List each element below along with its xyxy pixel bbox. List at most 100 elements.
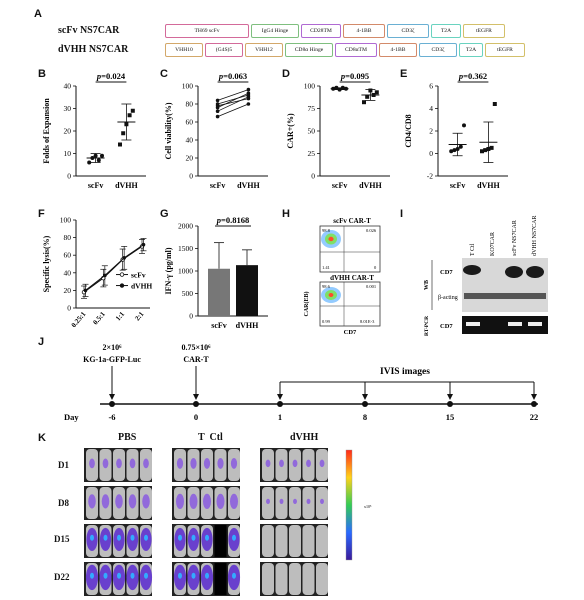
x-tick-label: scFv (210, 181, 226, 190)
ivis-signal (216, 493, 225, 510)
timeline-day-0: 0 (194, 412, 198, 422)
ivis-hotspot (205, 572, 209, 579)
data-point (344, 86, 348, 91)
construct-dvhh-name: dVHH NS7CAR (58, 44, 129, 55)
segment-linker: (G4S)5 (205, 43, 243, 57)
timeline-arrowhead-event1 (109, 394, 115, 400)
blot-method-rtpcr: RT-PCR (424, 315, 430, 336)
ivis-signal (230, 457, 238, 469)
ivis-signal (293, 498, 297, 505)
y-tick-label: 60 (186, 118, 194, 127)
x-tick-label: scFv (88, 181, 104, 190)
data-point (215, 109, 220, 113)
y-tick-label: 100 (182, 82, 194, 91)
data-point (365, 94, 370, 99)
data-point (374, 90, 379, 95)
y-tick-label: 30 (64, 104, 72, 113)
y-tick-label: 0 (189, 172, 193, 181)
y-tick-label: 50 (308, 127, 316, 136)
data-point (83, 288, 88, 293)
y-tick-label: 80 (186, 100, 194, 109)
ivis-mouse (275, 525, 288, 557)
panel-label-j: J (38, 336, 45, 348)
data-point (368, 88, 373, 93)
ivis-hotspot (178, 534, 182, 541)
data-point (246, 93, 251, 97)
flow-bottom-title: dVHH CAR-T (330, 274, 374, 282)
timeline-ivis-arrow-8 (362, 394, 368, 400)
segment-vhh12: VHH12 (245, 43, 283, 57)
ivis-day-d1: D1 (58, 460, 69, 470)
legend-label: dVHH (131, 282, 152, 291)
ivis-signal (279, 459, 284, 468)
ivis-colorbar: x10⁵ (345, 449, 372, 561)
y-axis-label: IFN-γ (pg/ml) (164, 247, 173, 294)
timeline-dot-0 (193, 401, 199, 407)
chart-ifn-gamma: 0 500 1000 1500 2000 IFN-γ (pg/ml) scFv dVHH p=0… (164, 215, 268, 330)
ivis-signal (319, 459, 325, 468)
ivis-signal (143, 458, 149, 469)
data-point (215, 104, 220, 108)
blot-pcr-band-lane1 (466, 322, 480, 326)
timeline-event1-dose: 2×10⁶ (103, 343, 123, 352)
segment-41bb: 4-1BB (343, 24, 385, 38)
blot-band-cd7-lane4 (526, 266, 544, 278)
timeline-dot-22 (531, 401, 537, 407)
ivis-signal (89, 458, 95, 469)
timeline-ivis-arrow-1 (277, 394, 283, 400)
ivis-colorbar-gradient (345, 449, 353, 561)
legend-label: scFv (131, 271, 146, 280)
ivis-hotspot (103, 534, 108, 541)
x-tick-label: 1:1 (114, 310, 126, 323)
segment-cd3z: CD3ζ (387, 24, 429, 38)
ivis-group-tctl-label: T Ctl (198, 432, 223, 443)
ivis-signal (279, 498, 284, 505)
data-point (334, 85, 339, 90)
y-tick-label: 40 (64, 268, 72, 277)
chart-fold-expansion: 0 10 20 30 40 Folds of Expansion scFv dVHH p=0.0… (42, 72, 146, 190)
ivis-signal (190, 457, 197, 469)
flow-top-title: scFv CAR-T (333, 217, 371, 225)
timeline-ivis-arrow-22 (531, 394, 537, 400)
data-point (215, 114, 220, 119)
y-tick-label: 2 (429, 127, 433, 136)
y-tick-label: 2000 (178, 222, 193, 231)
segment-igg4-hinge: IgG4 Hinge (251, 24, 299, 38)
ivis-group-dvhh-label: dVHH (290, 432, 319, 443)
data-point (480, 149, 484, 154)
ivis-hotspot (191, 572, 196, 579)
flow-top-q1: 98.8 (322, 228, 331, 233)
data-point (483, 148, 488, 153)
construct-scfv-map: TH69 scFv IgG4 Hinge CD28TM 4-1BB CD3ζ T… (165, 24, 565, 38)
ivis-signal (306, 459, 311, 468)
construct-dvhh-map: VHH10 (G4S)5 VHH12 CD8α Hinge CD8αTM 4-1… (165, 43, 565, 57)
y-tick-label: 1500 (178, 244, 193, 253)
panel-label-d: D (282, 68, 290, 80)
ivis-mouse (302, 563, 315, 595)
panel-label-c: C (160, 68, 168, 80)
x-tick-label: dVHH (237, 181, 260, 190)
data-point (93, 153, 98, 158)
series-line (85, 244, 144, 291)
ivis-hotspot (130, 534, 135, 541)
construct-scfv-name: scFv NS7CAR (58, 25, 120, 36)
blot-lane-2: KO7CAR (490, 232, 496, 256)
x-tick-label: dVHH (115, 181, 138, 190)
x-tick-label: scFv (450, 181, 466, 190)
ivis-signal (203, 457, 211, 469)
segment-cd3z-2: CD3ζ (419, 43, 457, 57)
y-tick-label: 4 (429, 104, 433, 113)
blot-pcr-gel (462, 316, 548, 334)
segment-scfv: TH69 scFv (165, 24, 249, 38)
segment-vhh10: VHH10 (165, 43, 203, 57)
bar (236, 265, 258, 316)
x-tick-label: dVHH (477, 181, 500, 190)
y-tick-label: -2 (427, 172, 433, 181)
ivis-hotspot (144, 534, 148, 541)
flow-xlabel: CD7 (344, 329, 357, 336)
legend-marker (119, 283, 125, 288)
timeline-dot-15 (447, 401, 453, 407)
y-tick-label: 20 (64, 286, 72, 295)
ivis-signal (229, 493, 239, 510)
ivis-hotspot (117, 572, 121, 579)
